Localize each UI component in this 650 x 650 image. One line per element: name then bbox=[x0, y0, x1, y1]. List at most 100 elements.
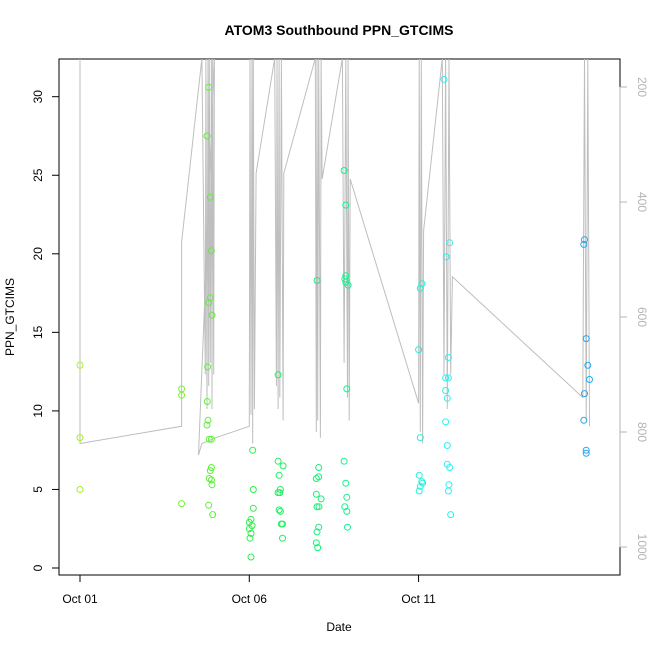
data-point bbox=[203, 398, 211, 405]
data-point bbox=[586, 376, 593, 383]
data-point bbox=[205, 475, 213, 482]
data-point bbox=[205, 83, 213, 91]
data-point bbox=[203, 132, 211, 140]
data-point bbox=[313, 277, 321, 284]
data-point bbox=[581, 390, 588, 398]
data-point bbox=[279, 520, 286, 528]
data-point bbox=[342, 201, 350, 209]
data-point bbox=[207, 435, 215, 443]
data-point bbox=[446, 464, 454, 471]
data-point bbox=[341, 503, 349, 511]
data-point bbox=[582, 335, 590, 343]
data-point bbox=[205, 435, 213, 443]
data-point bbox=[76, 486, 84, 493]
chart-title: ATOM3 Southbound PPN_GTCIMS bbox=[225, 22, 454, 38]
data-point bbox=[416, 284, 424, 292]
data-point bbox=[446, 239, 454, 247]
y-right-tick-label: 400 bbox=[635, 192, 649, 212]
data-point bbox=[442, 387, 450, 394]
data-point bbox=[279, 534, 286, 542]
y-tick-label: 0 bbox=[31, 564, 45, 571]
data-point bbox=[315, 523, 323, 531]
data-point bbox=[206, 193, 214, 201]
data-point bbox=[249, 486, 257, 493]
data-point bbox=[315, 464, 323, 471]
data-point bbox=[312, 539, 320, 547]
y-right-tick-label: 1000 bbox=[635, 534, 649, 561]
data-point bbox=[315, 473, 323, 481]
data-point bbox=[207, 464, 215, 471]
data-point bbox=[415, 487, 423, 495]
y-tick-label: 15 bbox=[31, 325, 45, 339]
data-point bbox=[206, 467, 214, 475]
y-tick-label: 10 bbox=[31, 404, 45, 418]
data-point bbox=[415, 346, 423, 354]
data-point bbox=[340, 167, 348, 174]
data-point bbox=[344, 523, 351, 531]
data-point bbox=[580, 416, 588, 424]
data-point bbox=[442, 253, 450, 261]
data-point bbox=[276, 489, 284, 497]
data-point bbox=[343, 507, 351, 515]
data-point bbox=[207, 476, 215, 484]
data-point bbox=[582, 446, 590, 454]
data-point bbox=[444, 354, 452, 361]
y-right-tick-label: 600 bbox=[635, 307, 649, 327]
data-point bbox=[208, 311, 216, 319]
pressure-trace bbox=[79, 59, 590, 456]
x-tick-label: Oct 06 bbox=[232, 592, 268, 606]
data-point bbox=[317, 495, 325, 503]
y-tick-label: 25 bbox=[31, 168, 45, 182]
scatter-points bbox=[76, 75, 593, 561]
data-point bbox=[204, 416, 212, 424]
data-point bbox=[314, 544, 322, 552]
data-point bbox=[341, 275, 349, 283]
data-point bbox=[203, 421, 211, 429]
data-point bbox=[275, 506, 283, 514]
data-point bbox=[447, 511, 455, 519]
data-point bbox=[416, 482, 424, 490]
data-point bbox=[76, 434, 84, 442]
data-point bbox=[340, 457, 348, 465]
y-tick-label: 30 bbox=[31, 90, 45, 104]
data-point bbox=[76, 361, 84, 369]
data-point bbox=[342, 479, 350, 487]
data-point bbox=[246, 534, 254, 542]
data-point bbox=[274, 457, 282, 465]
data-point bbox=[205, 299, 213, 306]
data-point bbox=[444, 374, 452, 382]
data-point bbox=[247, 529, 255, 537]
data-point bbox=[582, 449, 590, 457]
data-point bbox=[209, 511, 217, 519]
data-point bbox=[178, 391, 186, 399]
y-right-tick-label: 200 bbox=[635, 77, 649, 97]
data-point bbox=[443, 394, 451, 402]
data-point bbox=[276, 507, 284, 515]
data-point bbox=[584, 361, 592, 369]
data-point bbox=[415, 471, 423, 479]
data-point bbox=[343, 385, 351, 393]
data-point bbox=[275, 471, 283, 479]
data-point bbox=[249, 504, 257, 512]
data-point bbox=[344, 281, 352, 289]
x-tick-label: Oct 01 bbox=[62, 592, 98, 606]
y-axis: 0 5 10 15 20 25 30 bbox=[31, 90, 60, 571]
y-tick-label: 5 bbox=[31, 486, 45, 493]
data-point bbox=[208, 481, 216, 489]
y-axis-label: PPN_GTCIMS bbox=[3, 278, 17, 356]
data-point bbox=[442, 374, 450, 382]
data-point bbox=[440, 75, 448, 83]
data-point bbox=[274, 371, 282, 379]
y-axis-right: 200 400 600 800 1000 bbox=[619, 77, 649, 561]
data-point bbox=[279, 462, 287, 470]
x-axis-label: Date bbox=[326, 620, 352, 634]
data-point bbox=[343, 493, 351, 501]
x-tick-label: Oct 11 bbox=[401, 592, 436, 606]
data-point bbox=[580, 240, 588, 248]
data-point bbox=[205, 501, 213, 509]
data-point bbox=[581, 236, 588, 244]
data-point bbox=[315, 503, 323, 511]
data-point bbox=[416, 434, 424, 442]
data-point bbox=[204, 363, 212, 371]
